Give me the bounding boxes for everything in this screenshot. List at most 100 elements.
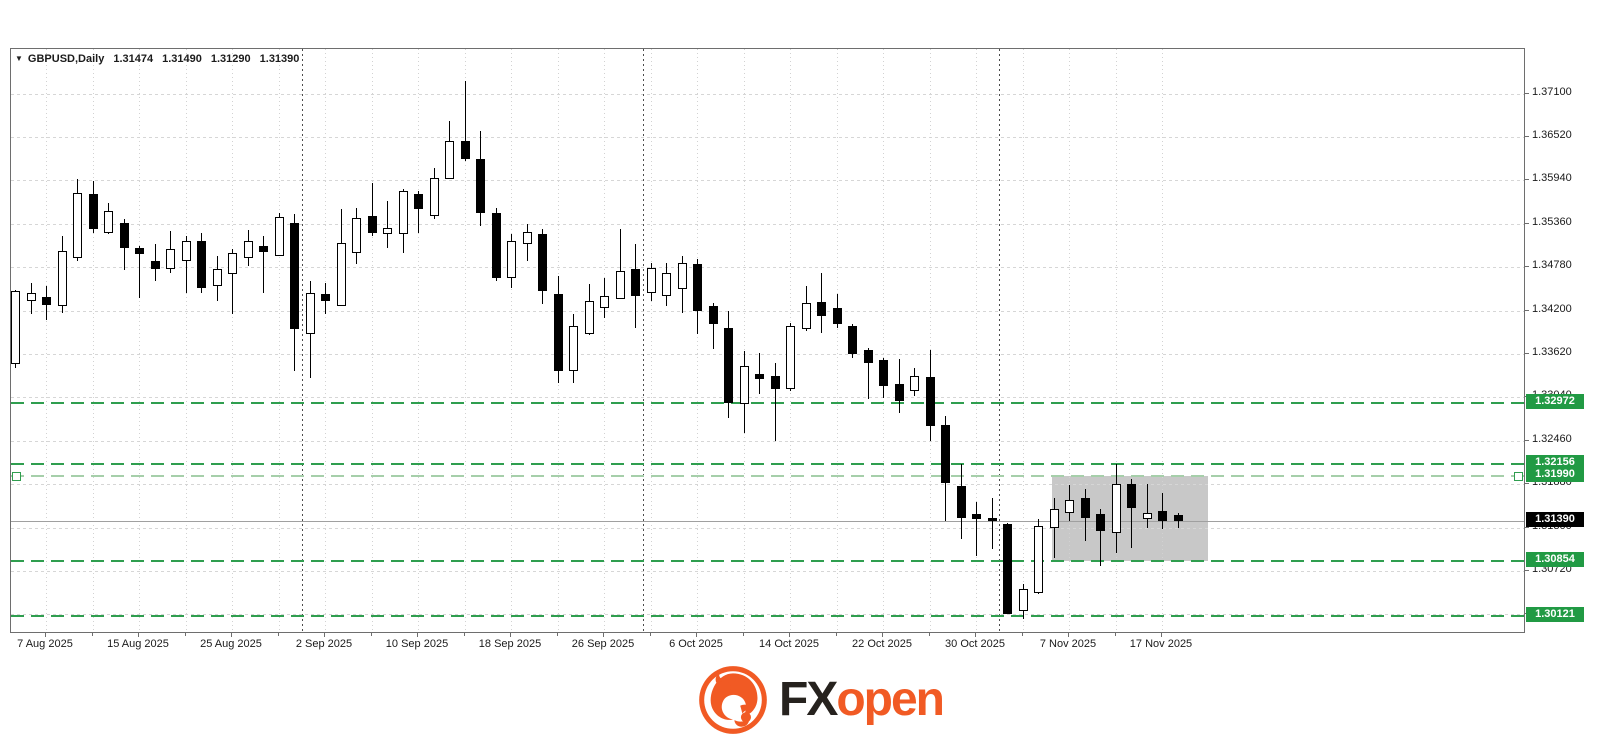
candle-body bbox=[894, 384, 904, 402]
date-axis-tick bbox=[789, 632, 790, 637]
gridline-horizontal bbox=[11, 223, 1524, 225]
line-handle bbox=[1514, 472, 1523, 482]
candle-body bbox=[150, 261, 160, 269]
gridline-vertical bbox=[232, 49, 233, 632]
candle-wick bbox=[232, 249, 233, 314]
candle-body bbox=[910, 375, 919, 391]
candle-body bbox=[274, 217, 284, 257]
candle-wick bbox=[371, 182, 373, 236]
quote-close: 1.31390 bbox=[259, 53, 300, 65]
date-tick-label: 10 Sep 2025 bbox=[385, 638, 449, 650]
candle-body bbox=[398, 190, 408, 234]
candle-wick bbox=[1053, 497, 1055, 559]
candle-body bbox=[1080, 497, 1090, 518]
date-axis-tick bbox=[510, 632, 511, 637]
candle-wick bbox=[867, 348, 869, 399]
date-tick-label: 15 Aug 2025 bbox=[107, 638, 169, 650]
gridline-vertical bbox=[139, 49, 140, 632]
candle-body bbox=[1111, 484, 1121, 533]
date-axis-tick bbox=[882, 632, 883, 637]
date-tick-label: 7 Aug 2025 bbox=[17, 638, 73, 650]
date-tick-label: 6 Oct 2025 bbox=[669, 638, 723, 650]
date-axis-minor-tick bbox=[928, 632, 930, 636]
price-tick-label: 1.32460 bbox=[1532, 432, 1572, 445]
price-axis-tick bbox=[1524, 353, 1529, 355]
chart-plot-area[interactable]: ▼ GBPUSD,Daily 1.31474 1.31490 1.31290 1.3139… bbox=[10, 48, 1525, 633]
candle-body bbox=[181, 241, 191, 262]
candle-body bbox=[1173, 514, 1183, 521]
date-axis-tick bbox=[696, 632, 697, 637]
gridline-vertical bbox=[650, 49, 652, 632]
gridline-vertical bbox=[1022, 49, 1024, 632]
price-axis-tick bbox=[1524, 526, 1529, 528]
gridline-vertical bbox=[371, 49, 373, 632]
gridline-horizontal bbox=[11, 93, 1524, 95]
candle-body bbox=[987, 517, 997, 521]
candle-wick bbox=[139, 245, 140, 298]
price-axis-tick bbox=[1524, 309, 1529, 311]
candle-body bbox=[925, 377, 935, 426]
candle-body bbox=[569, 325, 578, 372]
date-axis-tick bbox=[417, 632, 418, 637]
gridline-horizontal bbox=[11, 571, 1524, 573]
month-separator bbox=[642, 49, 644, 632]
gridline-horizontal bbox=[11, 397, 1524, 399]
candle-body bbox=[739, 366, 749, 405]
gridline-horizontal bbox=[11, 440, 1524, 442]
price-tick-label: 1.34200 bbox=[1532, 302, 1572, 315]
candle-body bbox=[801, 303, 811, 329]
date-axis-minor-tick bbox=[277, 632, 279, 636]
brand-wordmark: FXopen bbox=[779, 664, 945, 736]
symbol-caret-icon[interactable]: ▼ bbox=[15, 54, 23, 63]
candle-body bbox=[26, 292, 36, 301]
candle-wick bbox=[1162, 493, 1163, 530]
candle-body bbox=[879, 360, 888, 387]
date-axis-minor-tick bbox=[184, 632, 186, 636]
date-tick-label: 2 Sep 2025 bbox=[295, 638, 353, 650]
candle-wick bbox=[1146, 484, 1148, 528]
date-axis-minor-tick bbox=[649, 632, 651, 636]
candle-body bbox=[476, 158, 485, 213]
candle-body bbox=[57, 250, 67, 307]
gridline-vertical bbox=[325, 49, 326, 632]
candle-body bbox=[336, 242, 346, 307]
support-resistance-line bbox=[11, 462, 1524, 465]
support-resistance-line bbox=[11, 614, 1524, 617]
candle-body bbox=[1049, 508, 1059, 528]
level-price-label: 1.30121 bbox=[1526, 606, 1584, 622]
candle-body bbox=[941, 425, 950, 483]
quote-high: 1.31490 bbox=[162, 53, 202, 65]
date-tick-label: 14 Oct 2025 bbox=[759, 638, 819, 650]
candle-wick bbox=[759, 353, 760, 394]
candle-body bbox=[445, 140, 454, 179]
price-axis-tick bbox=[1524, 439, 1529, 441]
candle-body bbox=[88, 193, 98, 230]
candle-body bbox=[832, 307, 842, 325]
date-tick-label: 7 Nov 2025 bbox=[1039, 638, 1097, 650]
gridline-vertical bbox=[418, 49, 419, 632]
fxopen-bull-icon bbox=[699, 666, 767, 734]
candle-wick bbox=[976, 502, 977, 557]
candle-body bbox=[786, 325, 795, 390]
candle-body bbox=[600, 295, 609, 308]
candle-body bbox=[646, 268, 656, 293]
date-tick-label: 30 Oct 2025 bbox=[945, 638, 1005, 650]
month-separator bbox=[999, 49, 1001, 632]
candle-body bbox=[615, 271, 625, 299]
candle-body bbox=[42, 297, 51, 305]
support-resistance-line bbox=[11, 560, 1524, 563]
candle-body bbox=[367, 215, 377, 233]
candle-body bbox=[383, 227, 392, 234]
candle-wick bbox=[263, 235, 264, 293]
candle-body bbox=[135, 247, 144, 254]
price-axis-tick bbox=[1524, 570, 1529, 572]
level-price-label: 1.32156 bbox=[1526, 454, 1584, 470]
price-axis-tick bbox=[1524, 222, 1529, 224]
candle-body bbox=[73, 193, 82, 259]
quote-open: 1.31474 bbox=[113, 53, 154, 65]
candle-wick bbox=[1100, 508, 1101, 566]
date-axis-tick bbox=[324, 632, 325, 637]
date-tick-label: 25 Aug 2025 bbox=[200, 638, 262, 650]
support-resistance-line bbox=[11, 401, 1524, 404]
